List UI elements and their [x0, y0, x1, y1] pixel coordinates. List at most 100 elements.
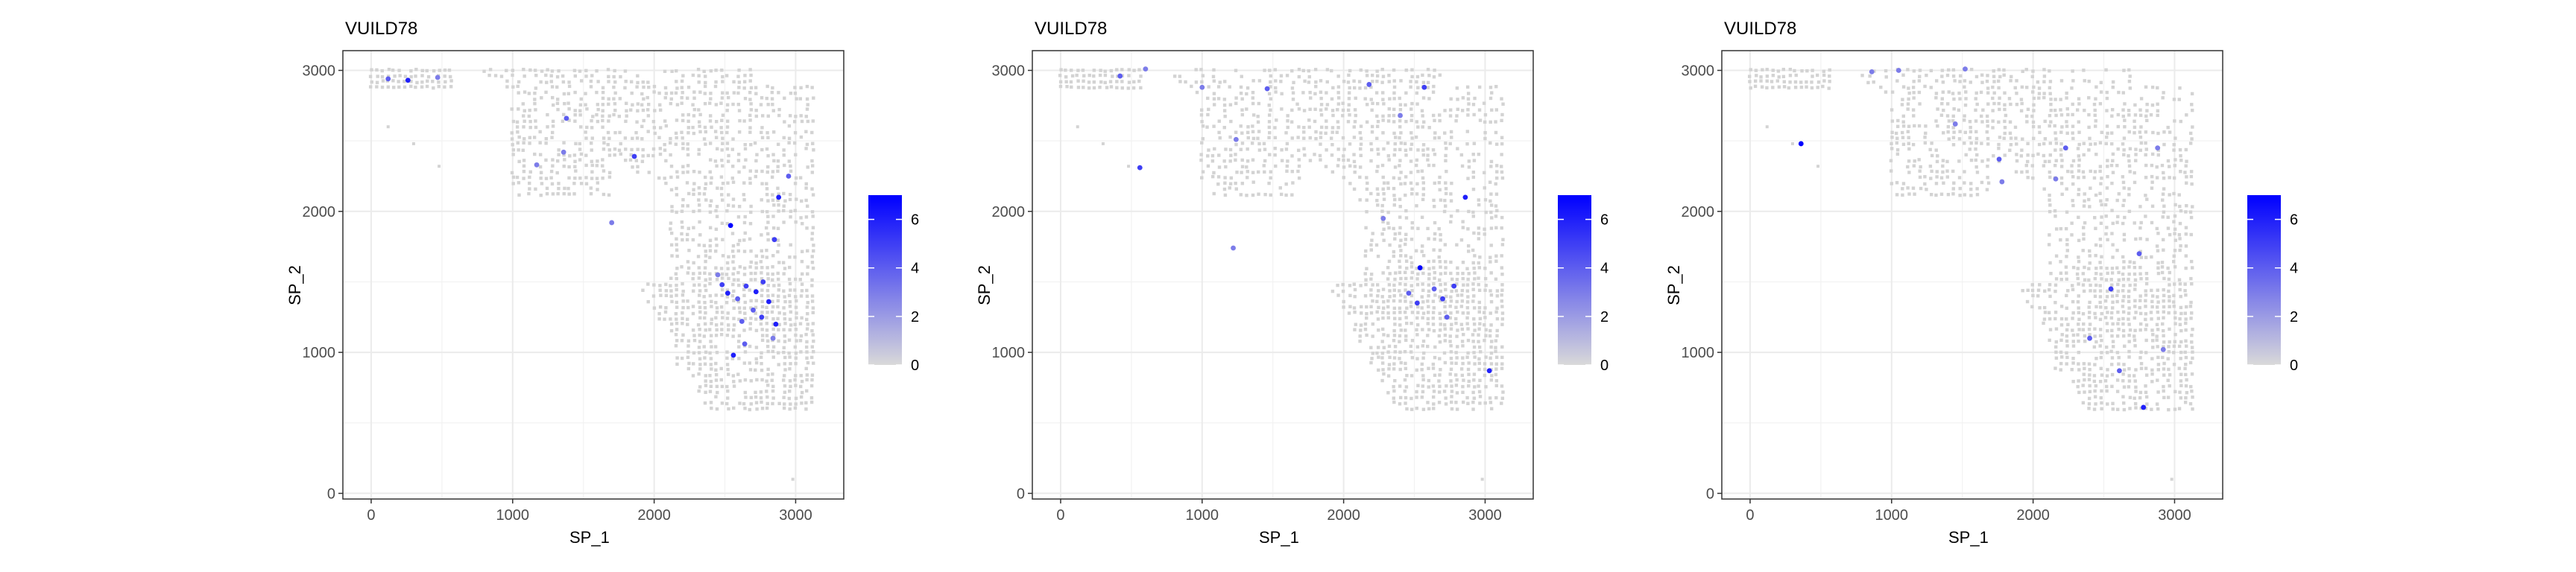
data-point-zero: [2138, 395, 2142, 400]
data-point-zero: [697, 152, 701, 156]
data-point-zero: [1494, 130, 1498, 135]
data-point-zero: [1399, 238, 1403, 242]
data-point-zero: [607, 102, 610, 107]
data-point: [759, 314, 765, 320]
data-point-zero: [664, 293, 669, 298]
data-point-zero: [1465, 283, 1470, 287]
data-point-zero: [630, 91, 634, 95]
data-point-zero: [2076, 300, 2080, 304]
data-point-zero: [1421, 153, 1426, 157]
data-point-zero: [2098, 191, 2102, 195]
data-point-zero: [702, 244, 707, 247]
data-point-zero: [651, 147, 656, 151]
data-point-zero: [1369, 159, 1373, 163]
data-point-zero: [675, 317, 678, 321]
data-point-zero: [1409, 85, 1412, 89]
data-point-zero: [742, 165, 746, 169]
expressed-points: [1798, 66, 2166, 410]
data-point-zero: [573, 165, 577, 168]
data-point-zero: [749, 108, 754, 112]
data-point-zero: [2081, 283, 2086, 287]
data-point-zero: [2088, 373, 2092, 377]
data-point-zero: [783, 322, 787, 325]
data-point-zero: [783, 340, 787, 343]
data-point-zero: [1365, 333, 1368, 337]
data-point-zero: [1805, 69, 1809, 73]
data-point-zero: [686, 147, 689, 151]
data-point-zero: [510, 107, 514, 111]
data-point-zero: [651, 153, 655, 158]
data-point-zero: [742, 361, 747, 365]
data-point-zero: [551, 158, 555, 162]
data-point-zero: [1799, 80, 1803, 84]
data-point-zero: [2138, 130, 2142, 134]
data-point-zero: [704, 130, 707, 134]
data-point-zero: [573, 109, 577, 112]
data-point-zero: [2098, 289, 2103, 293]
data-point-zero: [1473, 355, 1477, 359]
data-point-zero: [663, 69, 667, 73]
data-point-zero: [2042, 305, 2047, 310]
data-point-zero: [702, 137, 707, 141]
data-point-zero: [2117, 192, 2121, 196]
data-point-zero: [2134, 406, 2138, 410]
data-point-zero: [636, 147, 640, 151]
data-point-zero: [2123, 102, 2127, 106]
data-point-zero: [2083, 108, 2086, 112]
data-point: [385, 76, 391, 82]
data-point-zero: [1426, 147, 1430, 151]
data-point-zero: [2088, 205, 2092, 209]
data-point-zero: [1930, 169, 1933, 174]
data-point-zero: [663, 148, 667, 152]
data-point-zero: [411, 142, 415, 145]
data-point-zero: [2185, 305, 2188, 309]
data-point-zero: [2115, 220, 2119, 224]
data-point-zero: [2138, 148, 2142, 152]
data-point-zero: [1963, 193, 1967, 197]
data-point-zero: [681, 333, 685, 337]
data-point-zero: [782, 406, 786, 410]
data-point-zero: [714, 209, 718, 213]
data-point-zero: [1392, 176, 1396, 180]
data-point-zero: [1403, 389, 1407, 393]
data-point-zero: [765, 192, 769, 197]
data-point-zero: [2077, 390, 2081, 395]
data-point-zero: [370, 80, 373, 84]
data-point-zero: [2087, 362, 2092, 366]
data-point-zero: [613, 91, 617, 95]
data-point-zero: [1365, 316, 1368, 320]
data-point-zero: [2110, 311, 2114, 315]
data-point-zero: [2071, 361, 2075, 365]
data-point-zero: [2189, 300, 2193, 305]
data-point: [534, 162, 540, 168]
data-point-zero: [1945, 73, 1950, 77]
background-points: [368, 67, 815, 481]
data-point-zero: [658, 103, 662, 107]
data-point-zero: [1438, 384, 1442, 388]
data-point-zero: [601, 114, 604, 118]
data-point-zero: [2138, 108, 2142, 112]
data-point-zero: [618, 97, 622, 101]
data-point-zero: [2031, 69, 2035, 73]
data-point-zero: [1444, 187, 1448, 191]
data-point-zero: [2059, 108, 2062, 112]
data-point-zero: [1991, 96, 1995, 101]
data-point-zero: [1371, 299, 1374, 303]
data-point-zero: [2071, 203, 2075, 208]
data-point-zero: [731, 197, 736, 201]
data-point-zero: [765, 266, 769, 270]
data-point-zero: [2188, 401, 2193, 406]
data-point-zero: [1901, 142, 1906, 146]
data-point-zero: [1420, 395, 1424, 399]
data-point-zero: [2162, 91, 2165, 95]
data-point-zero: [1432, 248, 1436, 252]
data-point-zero: [2162, 395, 2166, 400]
data-point-zero: [438, 165, 441, 168]
data-point-zero: [1488, 180, 1492, 184]
data-point-zero: [624, 119, 628, 124]
data-point-zero: [1461, 311, 1465, 315]
data-point-zero: [692, 182, 696, 185]
data-point-zero: [1494, 346, 1497, 349]
data-point-zero: [2098, 328, 2103, 331]
data-point-zero: [811, 333, 815, 337]
